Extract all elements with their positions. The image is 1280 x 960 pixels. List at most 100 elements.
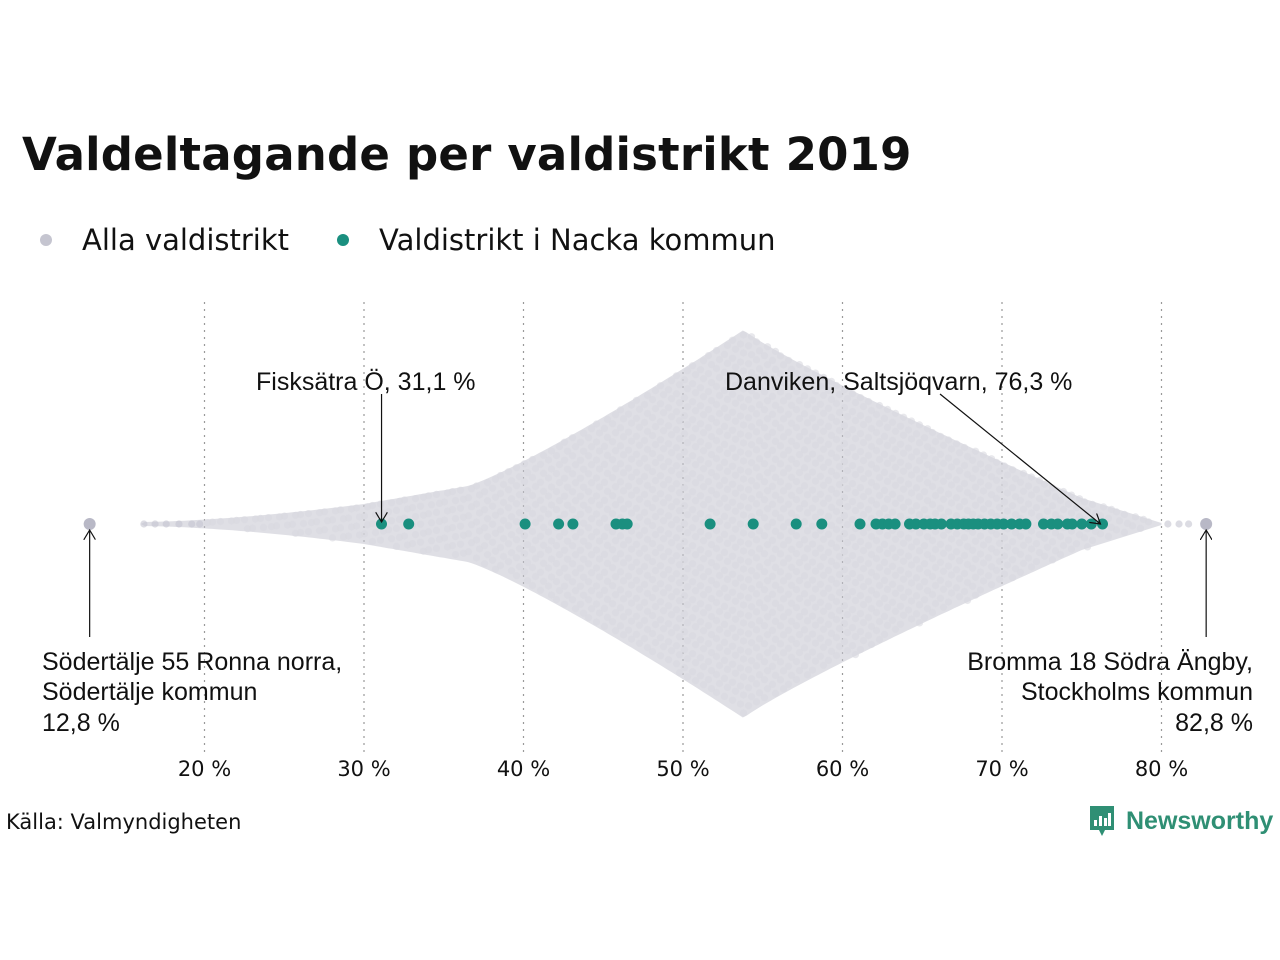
swarm-dot: [720, 422, 729, 430]
swarm-dot: [907, 579, 916, 587]
swarm-dot: [1019, 469, 1028, 477]
swarm-dot: [904, 498, 913, 506]
swarm-dot: [608, 474, 617, 482]
swarm-dot: [608, 456, 617, 464]
swarm-dot: [867, 478, 876, 487]
swarm-dot: [808, 540, 817, 548]
swarm-dot: [891, 463, 900, 471]
swarm-dot: [632, 594, 641, 602]
swarm-dot: [635, 477, 644, 485]
swarm-dot: [856, 628, 865, 636]
swarm-dot: [819, 571, 828, 579]
swarm-dot: [944, 472, 953, 480]
swarm-dot: [635, 531, 644, 539]
swarm-dot: [747, 387, 756, 395]
swarm-dot: [723, 467, 732, 475]
swarm-dot: [848, 570, 857, 578]
swarm-dot: [464, 512, 473, 520]
swarm-dot: [680, 664, 689, 672]
swarm-dot: [632, 414, 641, 422]
swarm-dot: [704, 442, 713, 450]
swarm-dot: [432, 544, 441, 553]
swarm-dot: [563, 465, 572, 473]
swarm-dot: [608, 492, 617, 500]
swarm-dot: [827, 575, 836, 584]
swarm-dot: [624, 554, 633, 562]
swarm-dot: [755, 599, 764, 607]
annotation-label: Fisksätra Ö, 31,1 %: [256, 368, 476, 396]
swarm-dot: [531, 464, 540, 473]
swarm-dot: [779, 361, 788, 369]
swarm-dot: [816, 580, 825, 588]
swarm-dot: [792, 460, 801, 468]
swarm-dot: [512, 572, 521, 580]
swarm-dot: [872, 608, 881, 617]
swarm-dot: [579, 591, 588, 599]
swarm-dot: [875, 635, 884, 644]
swarm-dot: [675, 633, 684, 641]
swarm-dot: [587, 587, 596, 595]
swarm-dot: [683, 457, 692, 465]
swarm-dot: [328, 516, 337, 524]
swarm-dot: [608, 546, 617, 554]
swarm-dot: [595, 429, 604, 437]
swarm-dot: [776, 388, 785, 396]
swarm-dot: [888, 598, 897, 606]
swarm-dot: [848, 444, 857, 452]
swarm-dot: [800, 410, 809, 418]
swarm-dot: [656, 652, 665, 660]
swarm-dot: [667, 593, 676, 601]
swarm-dot: [963, 578, 972, 587]
swarm-dot: [752, 698, 761, 706]
swarm-dot: [560, 600, 569, 608]
swarm-dot: [899, 575, 908, 583]
swarm-dot: [880, 414, 889, 422]
swarm-dot: [448, 488, 457, 496]
swarm-dot: [619, 577, 628, 585]
swarm-dot: [915, 493, 924, 501]
swarm-dot: [560, 510, 569, 518]
swarm-dot: [528, 455, 537, 464]
swarm-dot: [888, 508, 897, 516]
swarm-dot: [1011, 475, 1020, 483]
swarm-dot: [576, 600, 585, 608]
swarm-dot: [760, 640, 769, 648]
swarm-dot: [632, 522, 641, 530]
swarm-dot: [456, 486, 465, 494]
swarm-dot: [808, 432, 817, 440]
swarm-dot: [547, 537, 556, 545]
swarm-dot: [715, 571, 724, 580]
swarm-dot: [848, 588, 857, 596]
swarm-dot: [928, 554, 937, 563]
swarm-dot: [923, 569, 932, 577]
swarm-dot: [832, 453, 841, 462]
swarm-dot: [1096, 512, 1105, 520]
swarm-dot: [883, 495, 892, 503]
swarm-dot: [232, 516, 241, 525]
swarm-dot: [563, 501, 572, 509]
swarm-dot: [840, 511, 849, 520]
swarm-dot: [752, 392, 761, 400]
swarm-dot: [963, 506, 972, 515]
swarm-dot: [747, 657, 756, 665]
swarm-dot: [816, 454, 825, 462]
swarm-dot: [907, 615, 916, 623]
swarm-dot: [864, 415, 873, 424]
swarm-dot: [779, 577, 788, 585]
swarm-dot: [587, 425, 596, 433]
swarm-dot: [803, 455, 812, 463]
swarm-dot: [883, 477, 892, 485]
swarm-dot: [915, 511, 924, 519]
swarm-dot: [832, 525, 841, 534]
swarm-dot: [627, 635, 636, 643]
nacka-point: [816, 518, 828, 530]
swarm-dot: [1008, 502, 1017, 510]
swarm-dot: [896, 512, 905, 520]
swarm-dot: [643, 571, 652, 580]
swarm-dot: [611, 627, 620, 635]
swarm-dot: [312, 518, 321, 526]
swarm-dot: [1104, 532, 1113, 541]
swarm-dot: [984, 536, 993, 544]
swarm-dot: [896, 602, 905, 610]
swarm-dot: [755, 545, 764, 553]
